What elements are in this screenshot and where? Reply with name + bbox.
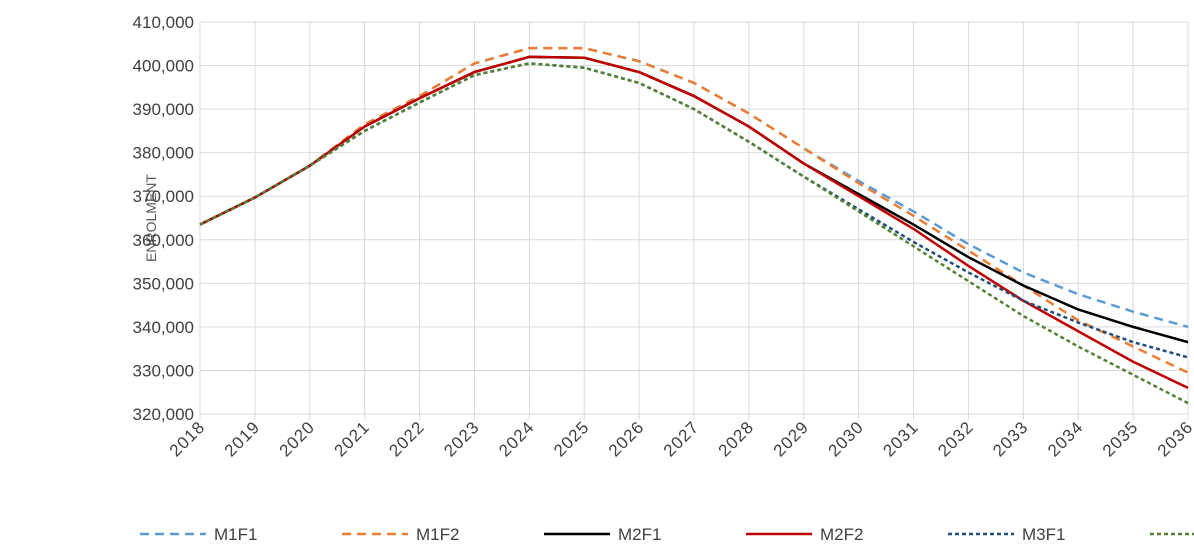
y-tick-label: 400,000 bbox=[133, 57, 194, 76]
x-tick-label: 2021 bbox=[330, 417, 373, 460]
x-tick-label: 2031 bbox=[879, 417, 922, 460]
legend-label: M2F2 bbox=[820, 525, 863, 544]
x-tick-label: 2020 bbox=[276, 417, 319, 460]
x-tick-label: 2025 bbox=[550, 417, 593, 460]
x-tick-label: 2028 bbox=[715, 417, 758, 460]
x-tick-label: 2036 bbox=[1154, 417, 1194, 460]
y-tick-label: 370,000 bbox=[133, 187, 194, 206]
y-tick-label: 360,000 bbox=[133, 231, 194, 250]
legend-label: M1F1 bbox=[214, 525, 257, 544]
y-tick-label: 380,000 bbox=[133, 144, 194, 163]
x-tick-label: 2026 bbox=[605, 417, 648, 460]
legend-label: M1F2 bbox=[416, 525, 459, 544]
x-tick-label: 2022 bbox=[385, 417, 428, 460]
y-axis-label: ENROLMENT bbox=[143, 174, 159, 262]
series-line bbox=[199, 55, 1189, 389]
x-tick-label: 2029 bbox=[770, 417, 813, 460]
x-tick-label: 2034 bbox=[1044, 417, 1087, 460]
y-tick-label: 390,000 bbox=[133, 100, 194, 119]
x-tick-label: 2035 bbox=[1099, 417, 1142, 460]
y-tick-label: 320,000 bbox=[133, 405, 194, 424]
legend-label: M3F1 bbox=[1022, 525, 1065, 544]
y-tick-label: 330,000 bbox=[133, 361, 194, 380]
x-tick-label: 2032 bbox=[934, 417, 977, 460]
series-line bbox=[199, 62, 1189, 405]
x-tick-label: 2024 bbox=[495, 417, 538, 460]
x-tick-label: 2023 bbox=[440, 417, 483, 460]
x-tick-label: 2030 bbox=[824, 417, 867, 460]
x-tick-label: 2033 bbox=[989, 417, 1032, 460]
y-tick-label: 340,000 bbox=[133, 318, 194, 337]
x-tick-label: 2027 bbox=[660, 417, 703, 460]
y-tick-label: 350,000 bbox=[133, 274, 194, 293]
y-tick-label: 410,000 bbox=[133, 13, 194, 32]
x-tick-label: 2019 bbox=[221, 417, 264, 460]
legend-label: M2F1 bbox=[618, 525, 661, 544]
